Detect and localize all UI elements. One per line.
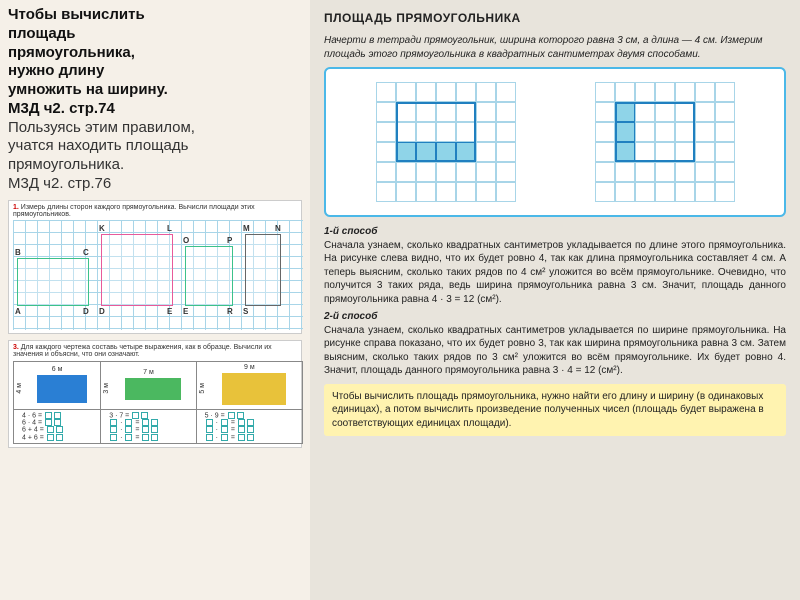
exercise-1: 1. Измерь длины сторон каждого прямоугол… xyxy=(8,200,302,334)
figure-left xyxy=(376,82,516,202)
ex1-label-D: D xyxy=(99,307,105,316)
ex3-text: Для каждого чертежа составь четыре выраж… xyxy=(13,344,272,358)
s3: М3Д ч2. стр.76 xyxy=(8,175,111,192)
ex1-label-K: K xyxy=(99,224,105,233)
left-panel: Чтобы вычислить площадь прямоугольника, … xyxy=(0,0,310,600)
method2-body: Сначала узнаем, сколько квадратных санти… xyxy=(324,324,786,378)
s0: Пользуясь этим правилом, xyxy=(8,119,195,136)
figure-right xyxy=(595,82,735,202)
ex3-table: 6 м4 м7 м3 м9 м5 м 4 · 6 = 6 · 4 = 6 + 4… xyxy=(13,361,303,444)
ex1-label-E: E xyxy=(183,307,188,316)
ex1-rect-1 xyxy=(101,234,173,306)
method2-title: 2-й способ xyxy=(324,310,786,324)
ex3-eq-1: 3 · 7 = · = · = · = xyxy=(101,409,196,443)
ex1-num: 1. xyxy=(13,204,19,211)
figure-box xyxy=(324,67,786,217)
ex1-text: Измерь длины сторон каждого прямоугольни… xyxy=(13,204,255,218)
ex1-label-O: O xyxy=(183,236,189,245)
ex3-fig-0: 6 м4 м xyxy=(14,361,101,409)
ex1-rect-2 xyxy=(185,246,233,306)
ex1-label-S: S xyxy=(243,307,248,316)
intro-text: Начерти в тетради прямоугольник, ширина … xyxy=(324,34,786,61)
ex1-label-N: N xyxy=(275,224,281,233)
exercise-3: 3. Для каждого чертежа составь четыре вы… xyxy=(8,340,302,448)
h0: Чтобы вычислить xyxy=(8,6,145,23)
h3: нужно длину xyxy=(8,62,104,79)
method1-body: Сначала узнаем, сколько квадратных санти… xyxy=(324,239,786,307)
method1-title: 1-й способ xyxy=(324,225,786,239)
ex1-label-D: D xyxy=(83,307,89,316)
h5: М3Д ч2. стр.74 xyxy=(8,100,115,117)
right-panel: ПЛОЩАДЬ ПРЯМОУГОЛЬНИКА Начерти в тетради… xyxy=(310,0,800,600)
s1: учатся находить площадь xyxy=(8,137,188,154)
ex1-label-E: E xyxy=(167,307,172,316)
h4: умножить на ширину. xyxy=(8,81,168,98)
ex1-label-R: R xyxy=(227,307,233,316)
ex3-eq-2: 5 · 9 = · = · = · = xyxy=(196,409,302,443)
ex3-num: 3. xyxy=(13,344,19,351)
ex1-label-P: P xyxy=(227,236,232,245)
ex1-label-C: C xyxy=(83,248,89,257)
ex1-label-M: M xyxy=(243,224,250,233)
ex1-grid: B C A D K L D E O P E R M N S xyxy=(13,220,303,330)
h2: прямоугольника, xyxy=(8,44,135,61)
ex3-fig-1: 7 м3 м xyxy=(101,361,196,409)
ex1-label-L: L xyxy=(167,224,172,233)
ex1-label-B: B xyxy=(15,248,21,257)
ex3-fig-2: 9 м5 м xyxy=(196,361,302,409)
ex1-rect-0 xyxy=(17,258,89,306)
h1: площадь xyxy=(8,25,75,42)
page-title: ПЛОЩАДЬ ПРЯМОУГОЛЬНИКА xyxy=(324,10,786,26)
s2: прямоугольника. xyxy=(8,156,124,173)
left-heading: Чтобы вычислить площадь прямоугольника, … xyxy=(8,6,302,194)
ex1-label-A: A xyxy=(15,307,21,316)
ex3-eq-0: 4 · 6 = 6 · 4 = 6 + 4 = 4 + 6 = xyxy=(14,409,101,443)
rule-box: Чтобы вычислить площадь прямоугольника, … xyxy=(324,384,786,437)
ex1-rect-3 xyxy=(245,234,281,306)
